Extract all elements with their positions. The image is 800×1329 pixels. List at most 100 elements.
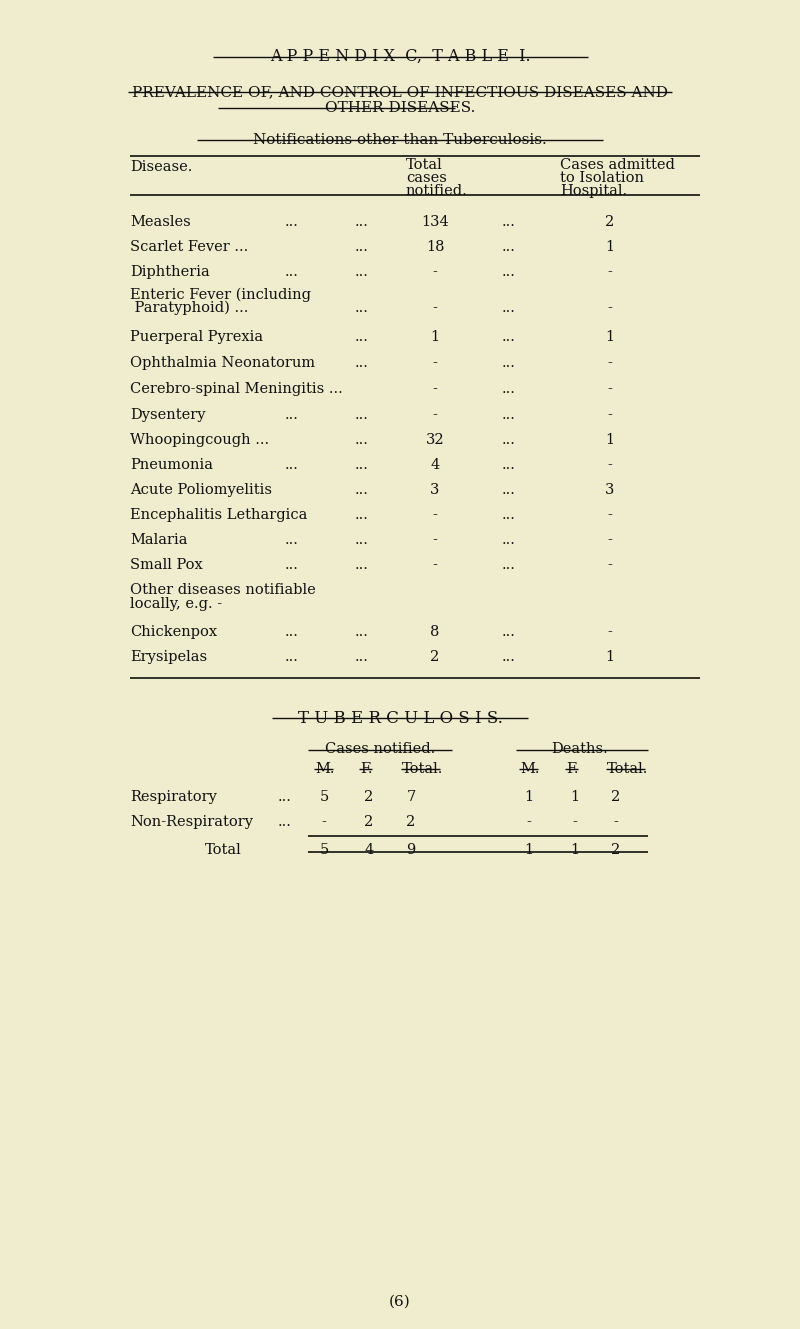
- Text: 3: 3: [430, 482, 440, 497]
- Text: Total: Total: [406, 158, 442, 171]
- Text: ...: ...: [355, 300, 369, 315]
- Text: ...: ...: [502, 330, 516, 344]
- Text: Hospital.: Hospital.: [560, 183, 627, 198]
- Text: ...: ...: [502, 433, 516, 447]
- Text: Erysipelas: Erysipelas: [130, 650, 207, 664]
- Text: Small Pox: Small Pox: [130, 558, 202, 571]
- Text: F.: F.: [360, 762, 373, 776]
- Text: -: -: [607, 264, 613, 279]
- Text: ...: ...: [355, 558, 369, 571]
- Text: -: -: [433, 508, 438, 522]
- Text: Dysentery: Dysentery: [130, 408, 206, 423]
- Text: 5: 5: [319, 843, 329, 857]
- Text: ...: ...: [502, 533, 516, 548]
- Text: 1: 1: [606, 330, 614, 344]
- Text: ...: ...: [502, 558, 516, 571]
- Text: Diphtheria: Diphtheria: [130, 264, 210, 279]
- Text: ...: ...: [285, 459, 299, 472]
- Text: ...: ...: [502, 356, 516, 369]
- Text: Cases notified.: Cases notified.: [325, 742, 435, 756]
- Text: 8: 8: [430, 625, 440, 639]
- Text: Encephalitis Lethargica: Encephalitis Lethargica: [130, 508, 307, 522]
- Text: ...: ...: [285, 533, 299, 548]
- Text: Pneumonia: Pneumonia: [130, 459, 213, 472]
- Text: 1: 1: [430, 330, 439, 344]
- Text: -: -: [607, 508, 613, 522]
- Text: (6): (6): [389, 1294, 411, 1309]
- Text: Deaths.: Deaths.: [552, 742, 608, 756]
- Text: -: -: [607, 408, 613, 423]
- Text: Scarlet Fever ...: Scarlet Fever ...: [130, 241, 248, 254]
- Text: A P P E N D I X  C,  T A B L E  I.: A P P E N D I X C, T A B L E I.: [270, 48, 530, 65]
- Text: ...: ...: [502, 215, 516, 229]
- Text: Total.: Total.: [607, 762, 648, 776]
- Text: ...: ...: [278, 789, 292, 804]
- Text: 134: 134: [421, 215, 449, 229]
- Text: 32: 32: [426, 433, 444, 447]
- Text: Measles: Measles: [130, 215, 190, 229]
- Text: Puerperal Pyrexia: Puerperal Pyrexia: [130, 330, 263, 344]
- Text: Whoopingcough ...: Whoopingcough ...: [130, 433, 269, 447]
- Text: -: -: [607, 356, 613, 369]
- Text: -: -: [433, 356, 438, 369]
- Text: OTHER DISEASES.: OTHER DISEASES.: [325, 101, 475, 116]
- Text: Enteric Fever (including: Enteric Fever (including: [130, 288, 311, 303]
- Text: Cerebro-spinal Meningitis ...: Cerebro-spinal Meningitis ...: [130, 381, 342, 396]
- Text: -: -: [614, 815, 618, 829]
- Text: 1: 1: [525, 789, 534, 804]
- Text: ...: ...: [355, 533, 369, 548]
- Text: -: -: [526, 815, 531, 829]
- Text: ...: ...: [285, 264, 299, 279]
- Text: ...: ...: [502, 264, 516, 279]
- Text: ...: ...: [502, 508, 516, 522]
- Text: -: -: [573, 815, 578, 829]
- Text: Total: Total: [205, 843, 242, 857]
- Text: 2: 2: [611, 789, 621, 804]
- Text: ...: ...: [285, 215, 299, 229]
- Text: Chickenpox: Chickenpox: [130, 625, 217, 639]
- Text: 2: 2: [406, 815, 416, 829]
- Text: Notifications other than Tuberculosis.: Notifications other than Tuberculosis.: [253, 133, 547, 148]
- Text: ...: ...: [502, 482, 516, 497]
- Text: Ophthalmia Neonatorum: Ophthalmia Neonatorum: [130, 356, 315, 369]
- Text: Non-Respiratory: Non-Respiratory: [130, 815, 253, 829]
- Text: 2: 2: [364, 789, 374, 804]
- Text: 2: 2: [364, 815, 374, 829]
- Text: Total.: Total.: [402, 762, 443, 776]
- Text: 4: 4: [430, 459, 440, 472]
- Text: 1: 1: [606, 650, 614, 664]
- Text: ...: ...: [285, 408, 299, 423]
- Text: -: -: [433, 533, 438, 548]
- Text: notified.: notified.: [406, 183, 468, 198]
- Text: M.: M.: [520, 762, 539, 776]
- Text: ...: ...: [355, 241, 369, 254]
- Text: 2: 2: [611, 843, 621, 857]
- Text: PREVALENCE OF, AND CONTROL OF INFECTIOUS DISEASES AND: PREVALENCE OF, AND CONTROL OF INFECTIOUS…: [132, 85, 668, 98]
- Text: ...: ...: [355, 508, 369, 522]
- Text: ...: ...: [502, 650, 516, 664]
- Text: -: -: [433, 264, 438, 279]
- Text: -: -: [607, 625, 613, 639]
- Text: ...: ...: [355, 433, 369, 447]
- Text: ...: ...: [285, 650, 299, 664]
- Text: -: -: [607, 300, 613, 315]
- Text: to Isolation: to Isolation: [560, 171, 644, 185]
- Text: 4: 4: [364, 843, 374, 857]
- Text: Malaria: Malaria: [130, 533, 187, 548]
- Text: F.: F.: [566, 762, 578, 776]
- Text: ...: ...: [502, 625, 516, 639]
- Text: ...: ...: [285, 625, 299, 639]
- Text: 2: 2: [606, 215, 614, 229]
- Text: 5: 5: [319, 789, 329, 804]
- Text: ...: ...: [502, 241, 516, 254]
- Text: ...: ...: [502, 408, 516, 423]
- Text: ...: ...: [355, 408, 369, 423]
- Text: -: -: [607, 459, 613, 472]
- Text: ...: ...: [355, 459, 369, 472]
- Text: T U B E R C U L O S I S.: T U B E R C U L O S I S.: [298, 710, 502, 727]
- Text: -: -: [433, 558, 438, 571]
- Text: 3: 3: [606, 482, 614, 497]
- Text: -: -: [607, 558, 613, 571]
- Text: ...: ...: [355, 356, 369, 369]
- Text: -: -: [607, 381, 613, 396]
